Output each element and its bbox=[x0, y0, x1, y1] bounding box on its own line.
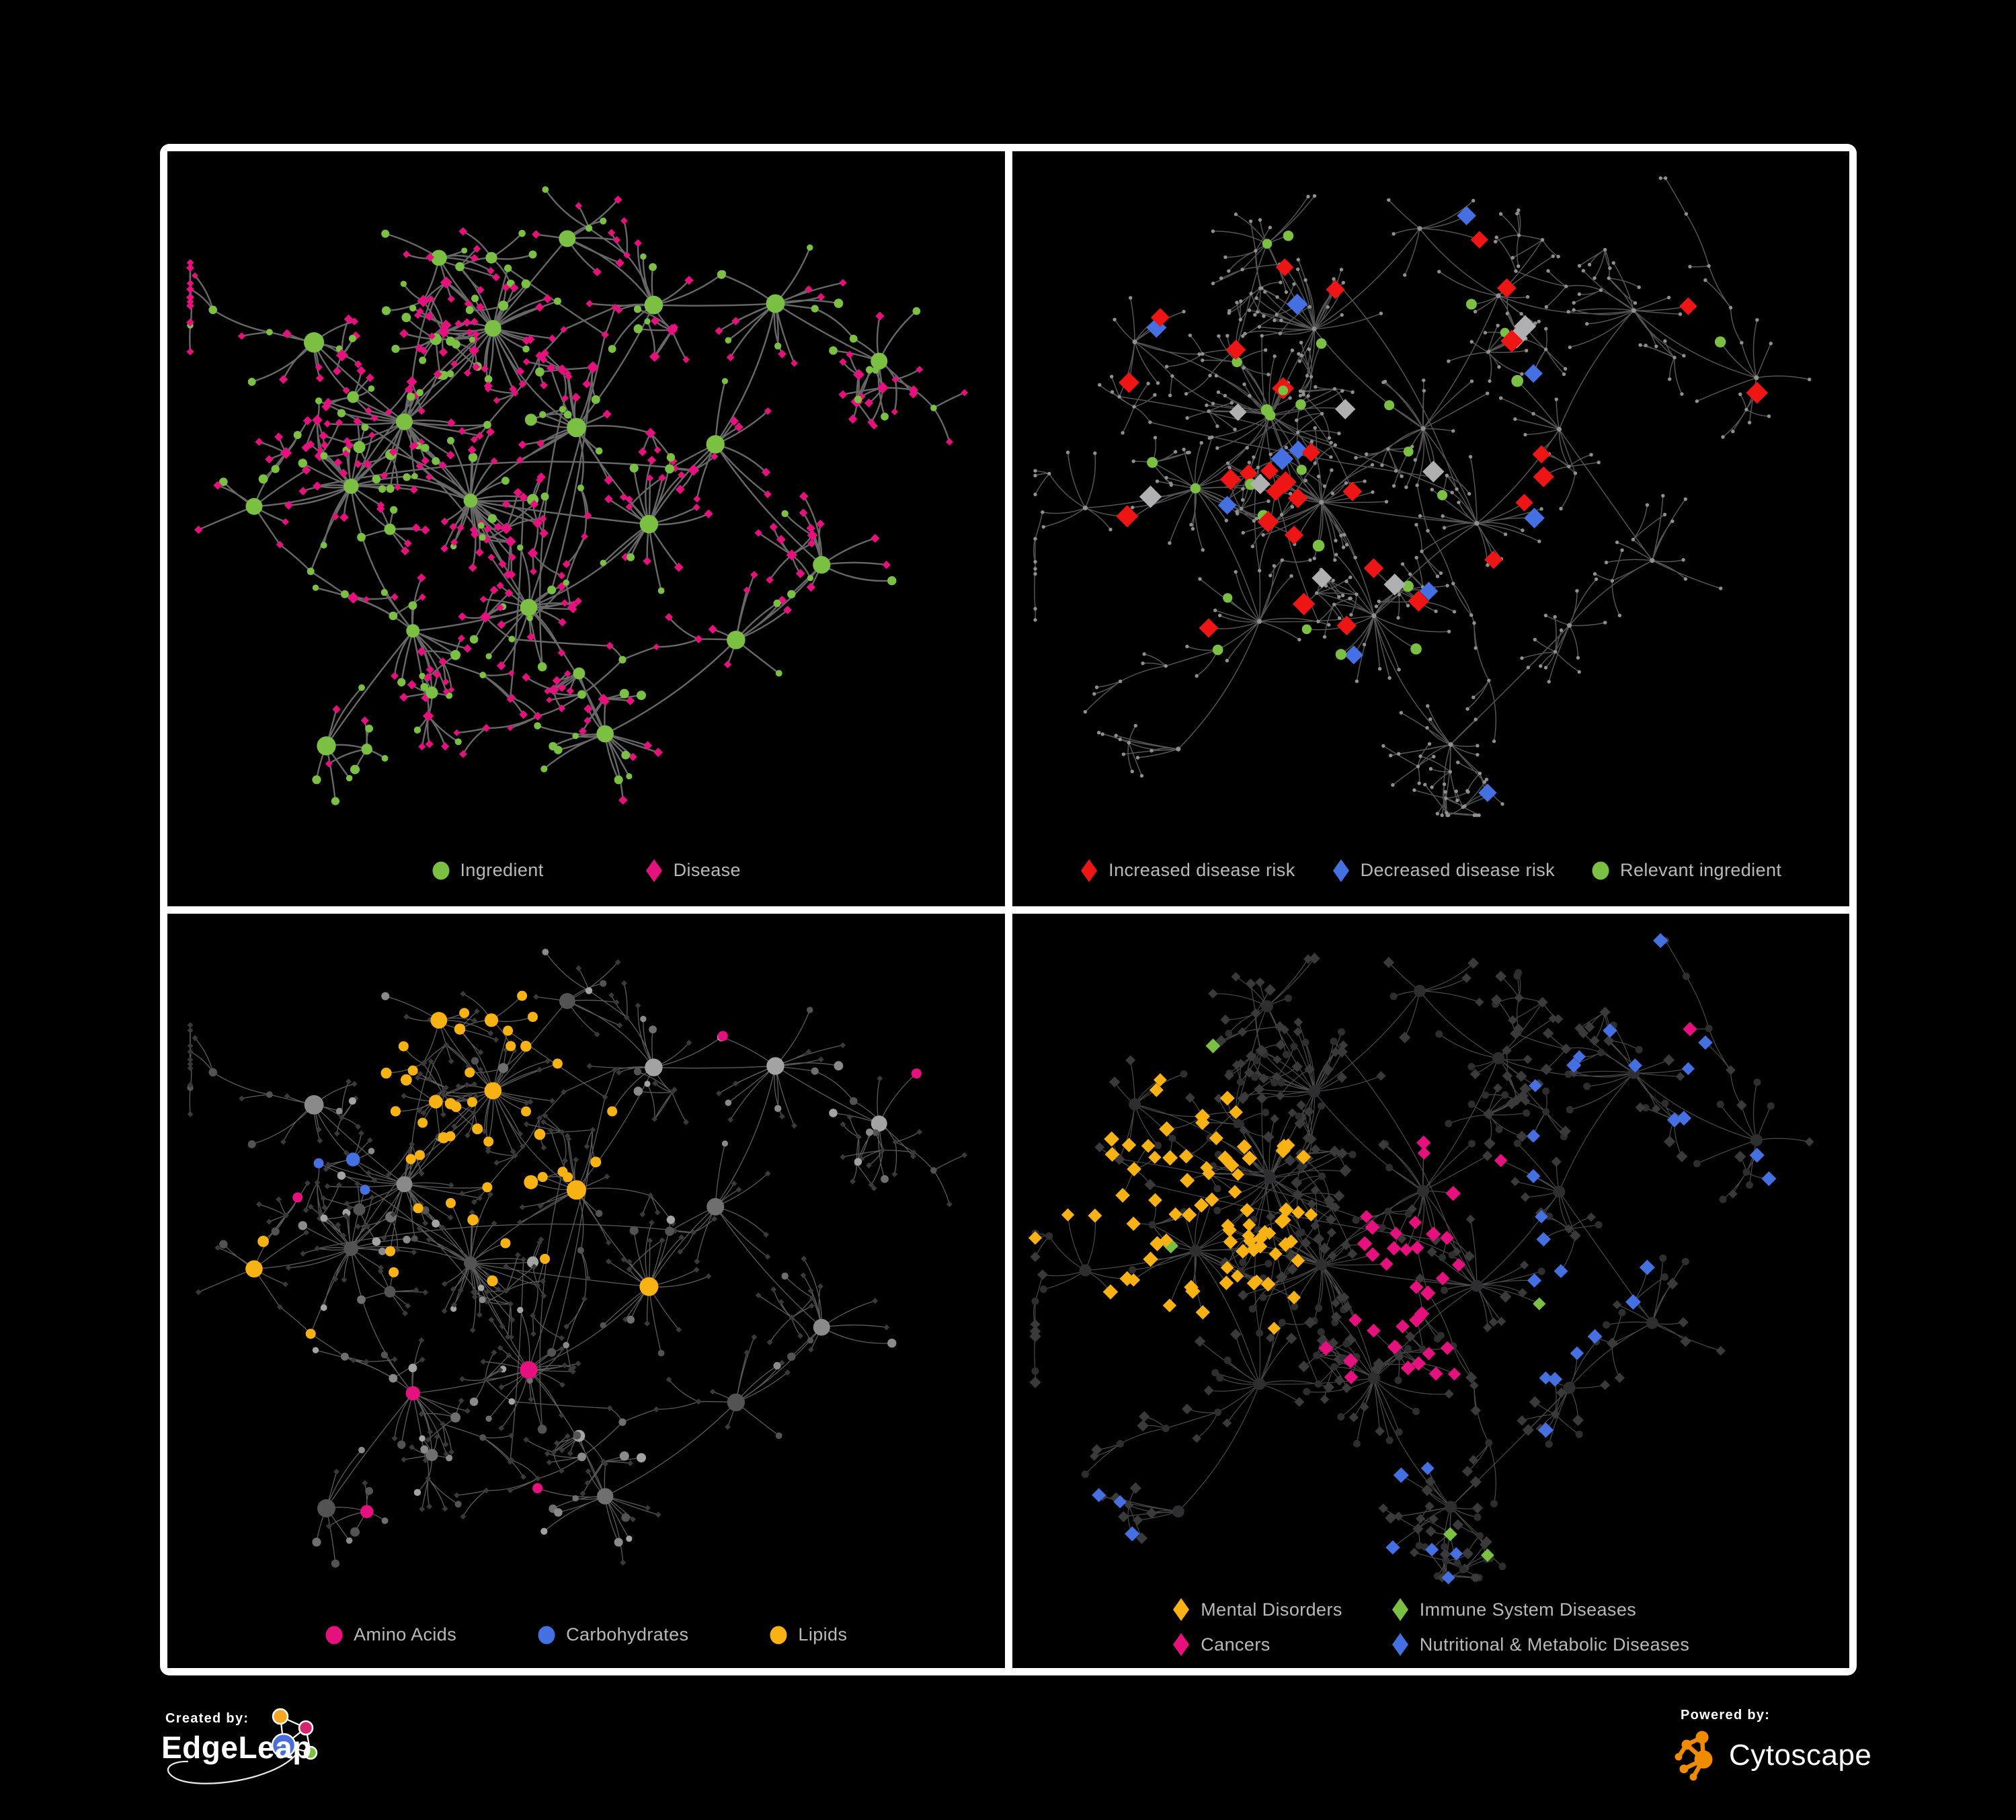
legend-marker-circle-icon bbox=[325, 1625, 344, 1645]
legend-label: Carbohydrates bbox=[566, 1624, 689, 1645]
legend-label: Ingredient bbox=[460, 860, 544, 880]
created-by-label: Created by: bbox=[165, 1711, 249, 1726]
legend-item-decreased-disease-risk: Decreased disease risk bbox=[1332, 858, 1555, 883]
legend-label: Cancers bbox=[1201, 1634, 1271, 1655]
legend-ingredient-disease: Ingredient Disease bbox=[167, 858, 1005, 883]
legend-marker-circle-icon bbox=[1591, 861, 1610, 881]
legend-label: Nutritional & Metabolic Diseases bbox=[1419, 1634, 1690, 1655]
legend-label: Immune System Diseases bbox=[1419, 1599, 1637, 1620]
legend-disease-classes: Mental Disorders Immune System Diseases Ca… bbox=[1012, 1597, 1850, 1657]
network-panel-disease-classes: Mental Disorders Immune System Diseases Ca… bbox=[1012, 913, 1850, 1668]
legend-item-disease: Disease bbox=[645, 858, 741, 883]
network-panel-macronutrient-classes: Amino Acids Carbohydrates Lipids bbox=[167, 913, 1005, 1668]
legend-item-cancers: Cancers bbox=[1172, 1632, 1342, 1657]
legend-item-increased-disease-risk: Increased disease risk bbox=[1080, 858, 1295, 883]
legend-item-relevant-ingredient: Relevant ingredient bbox=[1591, 860, 1781, 881]
legend-marker-circle-icon bbox=[769, 1625, 788, 1645]
legend-item-amino-acids: Amino Acids bbox=[325, 1624, 456, 1645]
legend-marker-diamond-icon bbox=[1172, 1632, 1191, 1657]
legend-marker-circle-icon bbox=[537, 1625, 556, 1645]
legend-item-ingredient: Ingredient bbox=[432, 860, 544, 881]
legend-item-carbohydrates: Carbohydrates bbox=[537, 1624, 688, 1645]
powered-by-label: Powered by: bbox=[1681, 1708, 1771, 1723]
legend-label: Amino Acids bbox=[354, 1624, 457, 1645]
legend-item-lipids: Lipids bbox=[769, 1624, 847, 1645]
legend-item-mental-disorders: Mental Disorders bbox=[1172, 1597, 1342, 1622]
legend-label: Relevant ingredient bbox=[1620, 860, 1782, 880]
legend-marker-diamond-icon bbox=[1332, 858, 1350, 883]
cytoscape-icon bbox=[1675, 1731, 1713, 1781]
legend-disease-risk: Increased disease risk Decreased disease … bbox=[1012, 858, 1850, 883]
legend-item-nutritional-metabolic-diseases: Nutritional & Metabolic Diseases bbox=[1391, 1632, 1689, 1657]
legend-marker-circle-icon bbox=[432, 861, 450, 881]
edgeleap-glyph-icon bbox=[271, 1708, 318, 1760]
network-graph-ingredient-disease bbox=[186, 186, 968, 805]
legend-marker-diamond-icon bbox=[1080, 858, 1098, 883]
legend-marker-diamond-icon bbox=[1172, 1597, 1191, 1622]
legend-marker-diamond-icon bbox=[1391, 1597, 1410, 1622]
powered-by-block: Powered by: Cytoscape bbox=[1674, 1708, 1871, 1782]
network-panel-ingredient-disease: Ingredient Disease bbox=[167, 151, 1005, 906]
legend-label: Lipids bbox=[798, 1624, 848, 1645]
network-graph-disease-classes bbox=[1028, 933, 1814, 1585]
legend-marker-diamond-icon bbox=[1391, 1632, 1410, 1657]
network-graph-macronutrient-classes bbox=[187, 948, 968, 1568]
legend-label: Mental Disorders bbox=[1201, 1599, 1342, 1620]
legend-item-immune-system-diseases: Immune System Diseases bbox=[1391, 1597, 1689, 1622]
edgeleap-logo: Created by: EdgeLeap bbox=[161, 1708, 318, 1784]
created-by-block: Created by: EdgeLeap bbox=[160, 1703, 415, 1817]
legend-macronutrient-classes: Amino Acids Carbohydrates Lipids bbox=[167, 1624, 1005, 1645]
legend-marker-diamond-icon bbox=[645, 858, 663, 883]
legend-label: Decreased disease risk bbox=[1360, 860, 1556, 880]
edgeleap-swoosh bbox=[167, 1753, 297, 1784]
network-graph-disease-risk bbox=[1033, 176, 1811, 818]
edgeleap-wordmark: EdgeLeap bbox=[161, 1730, 312, 1765]
legend-label: Increased disease risk bbox=[1108, 860, 1295, 880]
legend-label: Disease bbox=[673, 860, 741, 880]
figure-grid: Ingredient Disease Increased disease risk… bbox=[160, 144, 1857, 1675]
network-panel-disease-risk: Increased disease risk Decreased disease … bbox=[1012, 151, 1850, 906]
cytoscape-wordmark: Cytoscape bbox=[1729, 1739, 1872, 1772]
